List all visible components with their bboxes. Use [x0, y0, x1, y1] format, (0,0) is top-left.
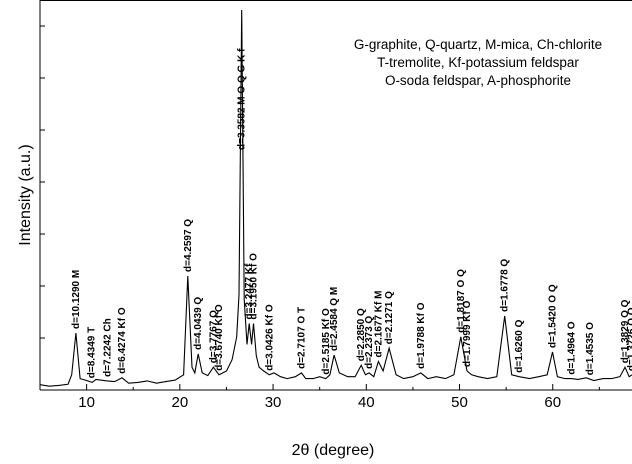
- peak-label: d=3.6740 Kf O: [214, 304, 225, 371]
- peak-label: d=8.4349 T: [87, 327, 98, 378]
- peak-label: d=3.7767 Q: [208, 310, 219, 363]
- peak-label: d=1.5420 O Q: [548, 284, 559, 348]
- peak-label: d=1.6778 Q: [500, 259, 511, 312]
- peak-label: d=3.2477 Kf: [244, 263, 255, 320]
- peak-label: d=2.4584 Q M: [329, 287, 340, 351]
- peak-label: d=2.5185 Kf O: [321, 308, 332, 375]
- peak-label: d=2.7107 O T: [297, 307, 308, 369]
- x-tick-label: 50: [451, 394, 468, 411]
- peak-label: d=10.1290 M: [71, 270, 82, 329]
- x-axis-label: 2θ (degree): [292, 442, 375, 459]
- peak-label: d=2.1271 Q: [384, 291, 395, 344]
- legend-line-3: O-soda feldspar, A-phosphorite: [385, 73, 571, 88]
- peak-label: d=1.3726 O Q: [627, 307, 632, 371]
- y-axis-label: Intensity (a.u.): [17, 144, 34, 245]
- peak-label: d=3.0426 Kf O: [264, 304, 275, 371]
- peak-labels: d=10.1290 M d=8.4349 T d=7.2242 Ch d=6.4274…: [71, 48, 632, 378]
- x-tick-label: 40: [358, 394, 375, 411]
- peak-label: d=7.2242 Ch: [103, 318, 114, 377]
- peak-label: d=1.3829 O Q: [620, 299, 631, 363]
- legend-line-2: T-tremolite, Kf-potassium feldspar: [377, 55, 579, 70]
- peak-label: d=2.2850 Q: [356, 308, 367, 361]
- peak-label: d=4.2597 Q: [183, 219, 194, 272]
- x-tick-label: 60: [544, 394, 561, 411]
- peak-label: d=4.0439 Q: [193, 297, 204, 350]
- x-tick-label: 20: [171, 394, 188, 411]
- peak-label: d=6.4274 Kf O: [117, 307, 128, 374]
- peak-label: d=2.2373 Q: [364, 316, 375, 369]
- peak-label: d=1.9788 Kf O: [416, 302, 427, 369]
- peak-label: d=1.4535 O: [585, 322, 596, 375]
- peak-label: d=3.1950 Kf O: [249, 253, 260, 320]
- peak-label: d=1.4964 O: [566, 321, 577, 374]
- legend: G-graphite, Q-quartz, M-mica, Ch-chlorit…: [354, 37, 602, 88]
- series-line: [40, 9, 632, 387]
- peak-label: d=2.1677 Kf M: [373, 291, 384, 358]
- x-tick-label: 10: [78, 394, 95, 411]
- legend-line-1: G-graphite, Q-quartz, M-mica, Ch-chlorit…: [354, 37, 602, 52]
- peak-label: d=1.6260 Q: [514, 319, 525, 372]
- axes: 10 20 30 40 50 60: [39, 0, 632, 411]
- peak-label: d=1.7999 Kf O: [462, 300, 473, 367]
- x-tick-label: 30: [265, 394, 282, 411]
- peak-label: d=1.8187 O Q: [456, 269, 467, 333]
